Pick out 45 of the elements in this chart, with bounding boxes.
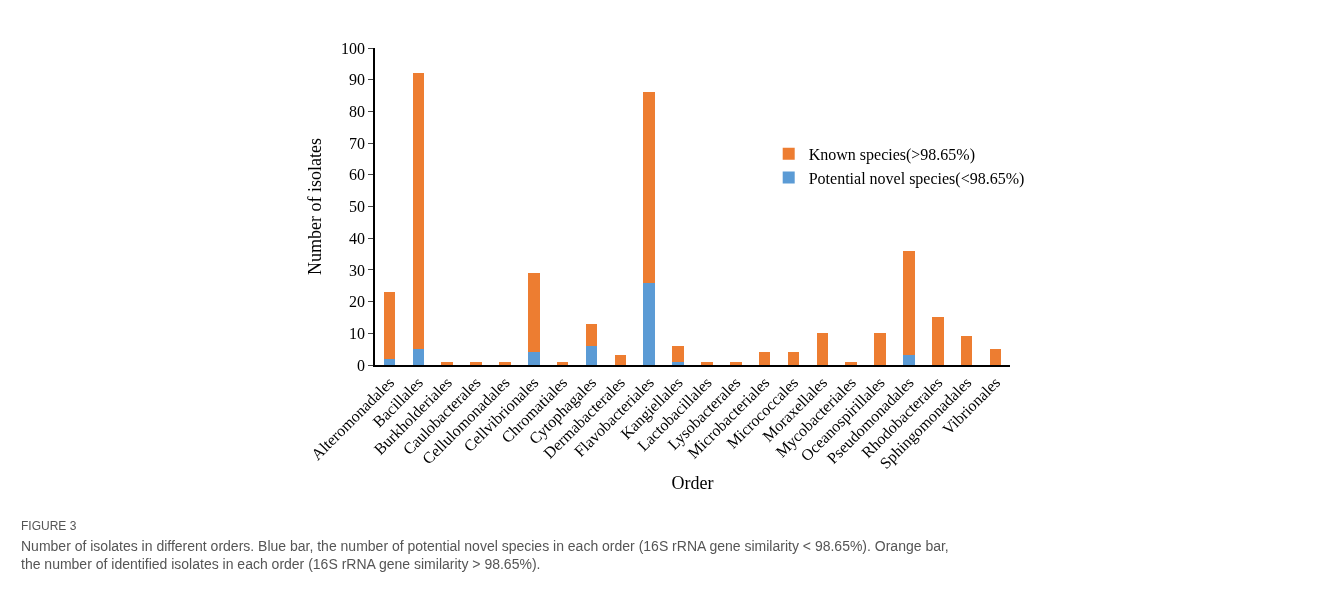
bar	[960, 336, 973, 365]
bar	[383, 292, 396, 359]
bar	[441, 361, 453, 365]
bar	[527, 273, 540, 353]
bar	[989, 349, 1002, 365]
legend-label: Known species(>98.65%)	[808, 145, 976, 164]
bar	[845, 361, 858, 365]
bar	[383, 358, 396, 365]
y-tick-label: 40	[349, 229, 366, 247]
bar	[672, 361, 684, 365]
y-tick-label: 80	[349, 103, 366, 120]
bar	[816, 333, 829, 365]
bar	[643, 92, 655, 283]
y-tick-label: 20	[349, 293, 366, 311]
bar	[874, 333, 886, 365]
y-tick-label: 100	[341, 39, 366, 57]
y-tick-label: 30	[349, 261, 366, 279]
bar	[758, 352, 771, 365]
bar	[903, 355, 915, 365]
bar	[730, 361, 742, 365]
bar	[585, 345, 598, 365]
y-axis-title: Number of isolates	[304, 138, 325, 275]
bar	[787, 352, 800, 365]
bar	[672, 345, 684, 362]
bar	[412, 349, 425, 365]
bar	[932, 317, 944, 365]
y-tick-label: 10	[349, 324, 366, 342]
y-tick-label: 60	[349, 166, 366, 184]
bar	[412, 73, 425, 350]
bar	[614, 355, 627, 365]
bar	[903, 250, 915, 356]
caption: FIGURE 3	[21, 519, 77, 533]
y-tick-label: 0	[357, 356, 366, 374]
bar	[701, 361, 713, 365]
bar	[470, 361, 482, 365]
legend-label: Potential novel species(<98.65%)	[808, 169, 1025, 188]
bar	[527, 352, 540, 365]
bar	[585, 323, 598, 346]
y-tick-label: 90	[349, 71, 366, 89]
y-tick-label: 70	[349, 134, 366, 152]
y-tick-label: 50	[349, 198, 366, 216]
x-axis-title: Order	[671, 473, 714, 494]
text: Number of isolates in different orders. Blue bar, the number of potential novel species in each order (16S rRNA gene similarity < 98.65%). Orange bar, the number of identified isolates in each order (16S rRNA gene similarity > 98.65%).	[21, 538, 949, 573]
bar	[643, 282, 655, 365]
bar	[499, 361, 511, 365]
